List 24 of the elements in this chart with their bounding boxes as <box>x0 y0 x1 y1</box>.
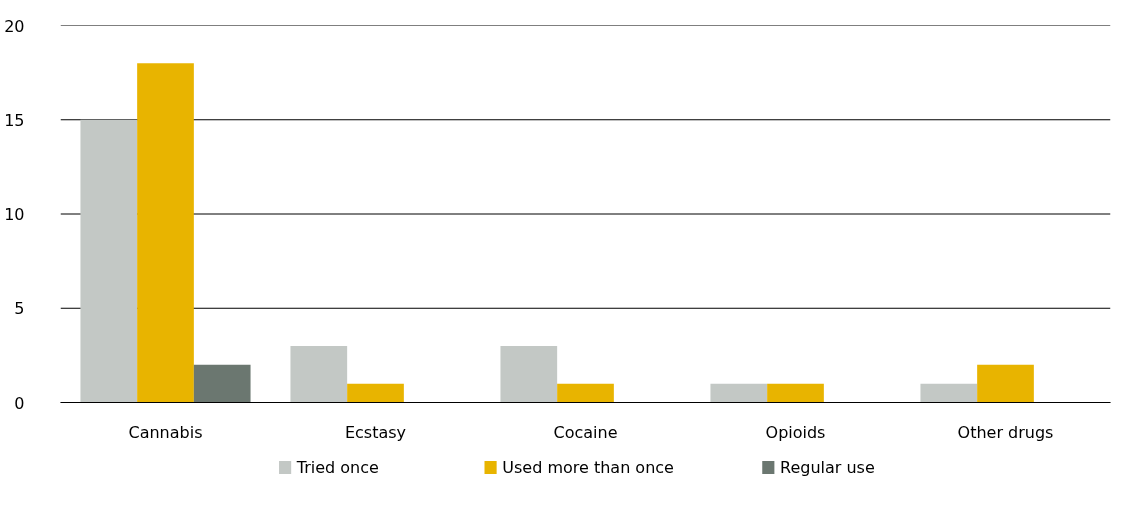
bar <box>710 383 768 403</box>
legend-label: Tried once <box>295 458 379 477</box>
x-tick-label: Cocaine <box>553 422 618 442</box>
x-tick-label: Other drugs <box>957 422 1054 442</box>
bar <box>137 63 194 403</box>
bar <box>290 345 348 403</box>
bar <box>193 364 251 403</box>
bar <box>80 119 138 403</box>
x-tick-label: Cannabis <box>128 422 203 442</box>
bar <box>347 383 404 403</box>
bar <box>557 383 614 403</box>
bar <box>977 364 1034 403</box>
legend-label: Used more than once <box>502 458 674 477</box>
bar <box>767 383 824 403</box>
legend-label: Regular use <box>779 458 875 477</box>
y-tick-label: 0 <box>14 393 25 413</box>
x-tick-label: Ecstasy <box>344 422 407 442</box>
y-tick-label: 20 <box>4 16 25 36</box>
bar <box>500 345 558 403</box>
y-tick-label: 10 <box>4 205 25 224</box>
x-tick-label: Opioids <box>765 422 826 442</box>
y-tick-label: 5 <box>14 299 25 319</box>
y-tick-label: 15 <box>4 110 25 130</box>
bar <box>920 383 978 403</box>
